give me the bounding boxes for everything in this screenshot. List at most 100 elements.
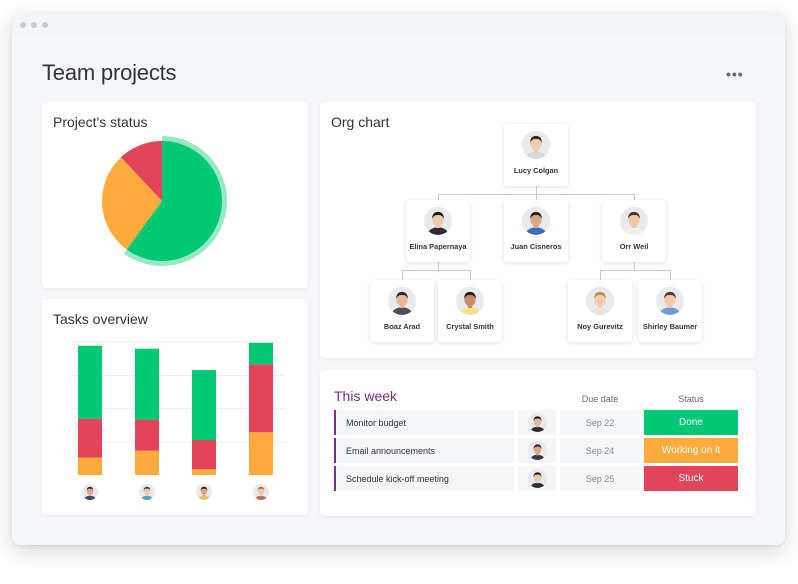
- org-node[interactable]: Juan Cisneros: [504, 200, 568, 262]
- org-node[interactable]: Orr Weil: [602, 200, 666, 262]
- org-connector-line: [402, 270, 471, 271]
- org-node-name: Boaz Arad: [383, 322, 421, 331]
- pie-slice: [126, 141, 222, 261]
- window-titlebar: [12, 14, 785, 36]
- org-node-name: Lucy Colgan: [513, 166, 559, 175]
- person-cell[interactable]: [518, 410, 556, 435]
- due-date: Sep 22: [585, 418, 615, 428]
- task-name-cell[interactable]: Schedule kick-off meeting: [334, 466, 514, 491]
- tasks-overview-widget: Tasks overview: [42, 299, 308, 515]
- avatar: [424, 207, 452, 235]
- org-connector-line: [600, 270, 601, 280]
- org-node[interactable]: Crystal Smith: [438, 280, 502, 342]
- org-connector-line: [634, 262, 635, 270]
- bar-segment: [135, 450, 159, 475]
- table-row[interactable]: Schedule kick-off meeting Sep 25 Stuck: [334, 466, 738, 491]
- task-name-cell[interactable]: Email announcements: [334, 438, 514, 463]
- status-label: Done: [679, 417, 703, 428]
- bar-segment: [249, 432, 273, 475]
- window-dot-icon[interactable]: [20, 22, 26, 28]
- bar-segment: [135, 419, 159, 451]
- org-connector-line: [634, 194, 635, 200]
- avatar: [528, 441, 547, 460]
- pie-slice: [120, 141, 162, 201]
- page-title: Team projects: [42, 60, 177, 85]
- column-header-due-date[interactable]: Due date: [581, 394, 619, 404]
- org-connector-line: [402, 270, 403, 280]
- bar-segment: [192, 370, 216, 441]
- org-connector-line: [670, 270, 671, 280]
- bar-segment: [249, 364, 273, 433]
- org-connector-line: [470, 270, 471, 280]
- task-name: Email announcements: [346, 446, 436, 456]
- bar-segment: [78, 457, 102, 475]
- avatar: [656, 287, 684, 315]
- tasks-bar-chart: [72, 341, 286, 475]
- status-pie-chart: [102, 136, 227, 266]
- avatar: [528, 413, 547, 432]
- status-badge[interactable]: Working on it: [644, 438, 738, 463]
- avatar: [522, 207, 550, 235]
- window-dot-icon[interactable]: [42, 22, 48, 28]
- avatar: [620, 207, 648, 235]
- due-date: Sep 24: [585, 446, 615, 456]
- org-node[interactable]: Shirley Baumer: [638, 280, 702, 342]
- app-window: Team projects ••• Project's status Tasks…: [12, 14, 785, 545]
- avatar: [456, 287, 484, 315]
- org-node[interactable]: Elina Papernaya: [406, 200, 470, 262]
- org-connector-line: [536, 186, 537, 194]
- widget-title: Project's status: [53, 114, 148, 130]
- avatar: [196, 484, 212, 500]
- status-label: Working on it: [661, 445, 721, 456]
- bar-segment: [78, 418, 102, 458]
- org-node-name: Noy Gurevitz: [577, 322, 623, 331]
- org-connector-line: [536, 194, 537, 200]
- person-cell[interactable]: [518, 438, 556, 463]
- org-node[interactable]: Lucy Colgan: [504, 124, 568, 186]
- avatar: [139, 484, 155, 500]
- org-node[interactable]: Noy Gurevitz: [568, 280, 632, 342]
- due-date: Sep 25: [585, 474, 615, 484]
- project-status-widget: Project's status: [42, 102, 308, 288]
- pie-slice: [102, 157, 162, 250]
- widget-title: Org chart: [331, 114, 390, 130]
- org-node-name: Juan Cisneros: [510, 242, 562, 251]
- org-node-name: Shirley Baumer: [642, 322, 698, 331]
- table-row[interactable]: Email announcements Sep 24 Working on it: [334, 438, 738, 463]
- bar-segment: [135, 348, 159, 420]
- org-node-name: Orr Weil: [619, 242, 649, 251]
- status-label: Stuck: [678, 473, 704, 484]
- status-badge[interactable]: Done: [644, 410, 738, 435]
- person-cell[interactable]: [518, 466, 556, 491]
- avatar: [253, 484, 269, 500]
- avatar: [586, 287, 614, 315]
- task-name: Schedule kick-off meeting: [346, 474, 449, 484]
- widget-title: Tasks overview: [53, 311, 148, 327]
- table-row[interactable]: Monitor budget Sep 22 Done: [334, 410, 738, 435]
- due-date-cell[interactable]: Sep 25: [560, 466, 640, 491]
- avatar: [388, 287, 416, 315]
- avatar: [82, 484, 98, 500]
- bar-segment: [78, 345, 102, 419]
- bar-segment: [192, 469, 216, 475]
- bar-segment: [249, 342, 273, 365]
- org-connector-line: [438, 262, 439, 270]
- task-name: Monitor budget: [346, 418, 407, 428]
- status-badge[interactable]: Stuck: [644, 466, 738, 491]
- column-header-status[interactable]: Status: [678, 394, 704, 404]
- task-name-cell[interactable]: Monitor budget: [334, 410, 514, 435]
- org-chart-widget: Org chart Lucy Colgan Elina Papernaya Juan…: [320, 102, 756, 358]
- org-connector-line: [600, 270, 671, 271]
- due-date-cell[interactable]: Sep 24: [560, 438, 640, 463]
- ellipsis-icon[interactable]: •••: [726, 66, 744, 82]
- org-connector-line: [438, 194, 439, 200]
- due-date-cell[interactable]: Sep 22: [560, 410, 640, 435]
- org-node-name: Elina Papernaya: [409, 242, 467, 251]
- this-week-widget: This week Due date Status Monitor budget…: [320, 370, 756, 516]
- bar-segment: [192, 440, 216, 470]
- group-title[interactable]: This week: [334, 388, 398, 404]
- avatar: [522, 131, 550, 159]
- org-node[interactable]: Boaz Arad: [370, 280, 434, 342]
- avatar: [528, 469, 547, 488]
- window-dot-icon[interactable]: [31, 22, 37, 28]
